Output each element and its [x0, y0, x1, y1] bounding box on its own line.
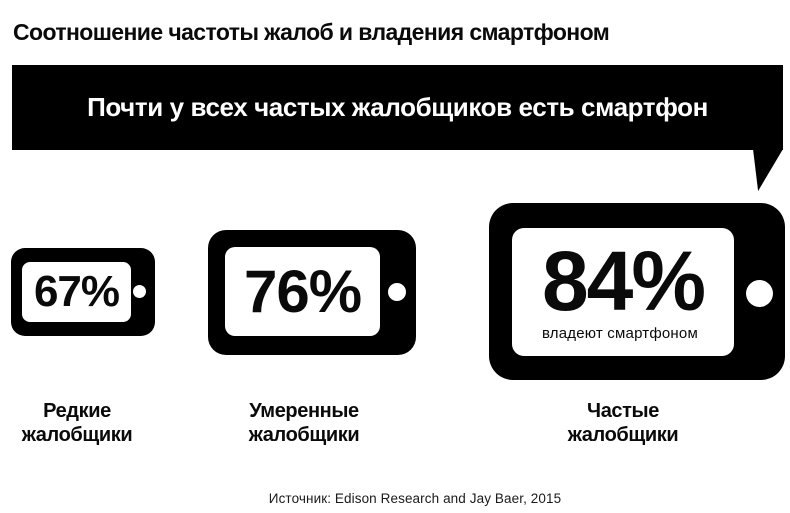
smartphone-screen-moderate: 76% [225, 247, 380, 336]
smartphone-icon-frequent: 84% владеют смартфоном [489, 203, 785, 380]
home-button-icon [133, 285, 146, 298]
smartphone-screen-frequent: 84% владеют смартфоном [512, 228, 734, 356]
smartphone-screen-rare: 67% [22, 262, 131, 322]
category-label-frequent: Частые жалобщики [538, 399, 708, 447]
speech-bubble-tail [753, 149, 783, 191]
category-label-line: жалобщики [567, 424, 679, 446]
category-label-moderate: Умеренные жалобщики [219, 399, 389, 447]
category-label-line: жалобщики [248, 424, 360, 446]
page-title: Соотношение частоты жалоб и владения сма… [13, 19, 610, 45]
headline-banner: Почти у всех частых жалобщиков есть смар… [12, 65, 783, 150]
category-label-line: Умеренные [249, 400, 359, 422]
category-label-line: жалобщики [21, 424, 133, 446]
source-attribution: Источник: Edison Research and Jay Baer, … [268, 491, 562, 506]
ownership-value-frequent: 84% [541, 233, 706, 328]
smartphone-icon-rare: 67% [11, 248, 155, 336]
ownership-caption: владеют смартфоном [541, 325, 698, 343]
ownership-block-frequent: 84% владеют смартфоном [541, 239, 706, 343]
smartphone-icon-moderate: 76% [208, 230, 416, 355]
home-button-icon [388, 283, 406, 301]
ownership-value-moderate: 76% [243, 258, 362, 325]
headline-text: Почти у всех частых жалобщиков есть смар… [87, 92, 708, 122]
category-label-line: Редкие [43, 400, 111, 422]
ownership-value-rare: 67% [33, 267, 120, 317]
category-label-line: Частые [587, 400, 659, 422]
category-label-rare: Редкие жалобщики [0, 399, 162, 447]
home-button-icon [746, 280, 773, 307]
